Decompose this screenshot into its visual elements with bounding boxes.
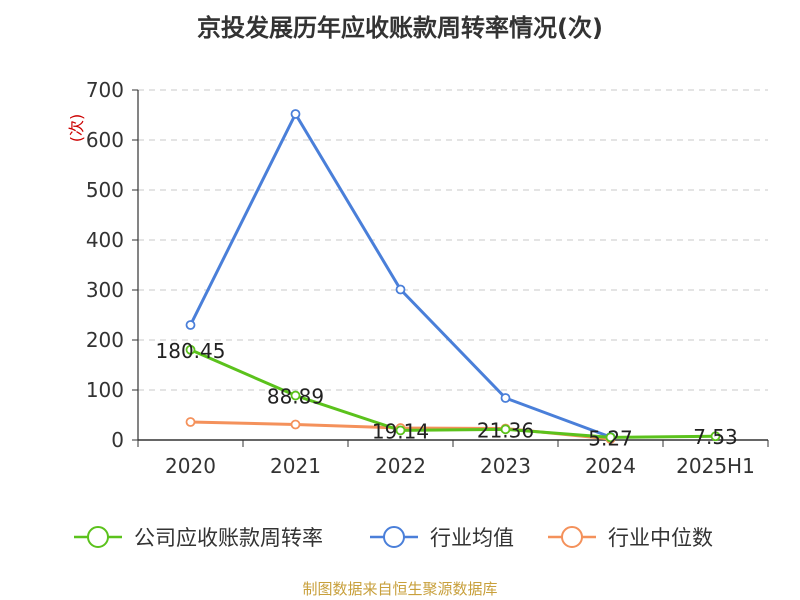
y-tick-label: 600 [86,128,124,152]
y-tick-label: 400 [86,228,124,252]
data-label: 7.53 [693,425,738,449]
legend-marker [561,526,583,548]
legend-label: 公司应收账款周转率 [134,526,323,550]
data-point [185,344,196,355]
y-tick-label: 0 [111,428,124,452]
x-tick-label: 2025H1 [676,454,755,478]
data-point [395,425,406,436]
data-label: 88.89 [267,385,324,409]
data-point [605,432,616,443]
x-tick-label: 2023 [480,454,531,478]
data-point [395,284,406,295]
x-tick-label: 2024 [585,454,636,478]
data-point [185,320,196,330]
data-point [500,424,511,435]
series-points [185,109,721,444]
legend-marker [383,526,405,548]
legend: 公司应收账款周转率 行业均值 行业中位数 [74,526,713,550]
chart-title: 京投发展历年应收账款周转率情况(次) [197,14,603,42]
y-tick-label: 500 [86,178,124,202]
y-tick-label: 700 [86,78,124,102]
data-point [290,109,301,119]
x-tick-label: 2021 [270,454,321,478]
data-label: 5.27 [588,426,633,450]
legend-marker [87,526,109,548]
y-tick-label: 200 [86,328,124,352]
y-tick-label: 100 [86,378,124,402]
series-line [189,112,612,439]
y-axis-label: (次) [67,114,86,143]
data-point [500,393,511,403]
source-note: 制图数据来自恒生聚源数据库 [302,580,498,598]
data-label: 19.14 [372,419,429,443]
legend-label: 行业均值 [430,526,514,550]
data-point [710,431,721,442]
data-labels: 180.45 88.89 19.14 21.36 5.27 7.53 [156,339,738,451]
data-point [290,419,301,430]
axes: 0 100 200 300 400 500 600 700(次) 2020 2021 2022 202… [67,78,769,478]
y-tick-label: 300 [86,278,124,302]
data-label: 21.36 [477,418,534,442]
x-tick-label: 2022 [375,454,426,478]
x-tick-label: 2020 [165,454,216,478]
gridlines [138,89,768,391]
data-point [290,390,301,401]
legend-label: 行业中位数 [608,526,713,550]
data-label: 180.45 [156,339,226,363]
series-line [189,348,716,439]
data-point [185,417,196,427]
